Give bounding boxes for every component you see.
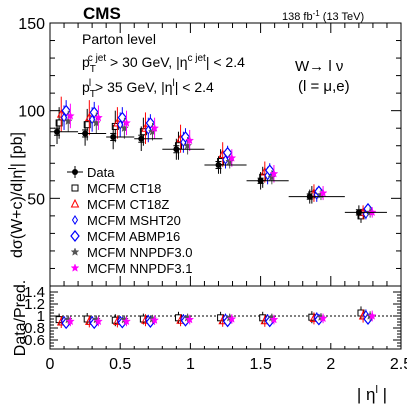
ratio-marker (269, 314, 279, 324)
legend-item: MCFM CT18Z (70, 197, 169, 212)
prediction-marker (91, 118, 101, 127)
process-label: W→ l ν (295, 58, 343, 75)
prediction-marker (150, 123, 160, 133)
prediction-marker (318, 188, 328, 197)
x-tick-label: 2 (326, 356, 335, 373)
data-marker (306, 193, 313, 200)
main-y-tick-label: 50 (27, 191, 45, 208)
data-marker (110, 133, 117, 140)
data-marker (257, 177, 264, 184)
legend-item: MCFM NNPDF3.0 (70, 245, 192, 260)
prediction-marker (269, 169, 279, 178)
legend-marker (70, 263, 80, 272)
x-tick-label: 1.5 (249, 356, 271, 373)
ratio-marker (318, 313, 328, 323)
ratio-marker (227, 314, 237, 323)
legend-label: MCFM NNPDF3.1 (87, 261, 192, 276)
x-tick-label: 2.5 (390, 356, 407, 373)
x-tick-label: 0 (46, 356, 55, 373)
ratio-y-ticks: 0.60.811.21.4 (24, 284, 401, 349)
ratio-y-axis-title: Data/Pred. (12, 280, 29, 356)
data-marker (173, 146, 180, 153)
data-markers (50, 119, 387, 220)
main-y-ticks: 50 100 150 (18, 16, 401, 287)
data-marker (215, 162, 222, 169)
cut-lepton-label: pTl > 35 GeV, |ηl| < 2.4 (82, 78, 214, 100)
main-y-axis-title: dσ(W+c)/d|ηl| [pb] (7, 132, 26, 258)
legend-marker (70, 247, 80, 256)
prediction-marker (122, 118, 131, 127)
prediction-marker (56, 109, 66, 118)
prediction-marker (185, 135, 195, 145)
legend-label: MCFM ABMP16 (87, 229, 180, 244)
ratio-marker (150, 315, 160, 325)
legend-item: MCFM MSHT20 (71, 213, 181, 228)
x-tick-label: 1 (186, 356, 195, 373)
prediction-marker (183, 141, 193, 150)
ratio-marker (65, 316, 75, 326)
legend-marker (70, 230, 80, 242)
main-y-tick-label: 150 (18, 16, 45, 33)
ratio-marker (185, 314, 195, 324)
experiment-label: CMS (83, 4, 121, 23)
x-tick-label: 0.5 (109, 356, 131, 373)
data-marker (355, 209, 362, 216)
ratio-y-tick-label: 0.6 (24, 332, 45, 349)
legend-label: Data (87, 165, 115, 180)
legend-label: MCFM CT18Z (87, 197, 169, 212)
data-marker (54, 128, 61, 135)
prediction-marker (227, 153, 237, 162)
legend-marker (70, 198, 80, 208)
ratio-marker (367, 311, 377, 320)
prediction-marker (93, 112, 103, 122)
prediction-marker (63, 116, 73, 125)
x-axis-title: | ηl | (357, 384, 387, 404)
ratio-y-tick-label: 1 (37, 308, 45, 325)
legend-marker (71, 184, 79, 192)
ratio-y-tick-label: 1.4 (24, 284, 45, 301)
cut-jet-label: pTc jet > 30 GeV, |ηc jet| < 2.4 (82, 53, 245, 75)
legend-item: MCFM ABMP16 (70, 229, 180, 244)
legend-item: MCFM CT18 (71, 181, 161, 196)
legend-item: MCFM NNPDF3.1 (70, 261, 192, 276)
legend-label: MCFM NNPDF3.0 (87, 245, 192, 260)
lumi-label: 138 fb-1 (13 TeV) (282, 9, 364, 23)
prediction-marker (55, 119, 63, 127)
ratio-y-tick-label: 0.8 (24, 320, 45, 337)
prediction-marker (83, 121, 91, 129)
prediction-markers (55, 96, 377, 223)
prediction-marker (65, 111, 75, 120)
ratio-marker (122, 316, 131, 326)
ratio-marker (93, 316, 103, 326)
x-ticks: 0 0.5 1 1.5 2 2.5 (46, 23, 407, 373)
data-marker (82, 130, 89, 137)
legend-label: MCFM MSHT20 (87, 213, 181, 228)
legend-label: MCFM CT18 (87, 181, 161, 196)
legend-item: Data (67, 165, 115, 180)
ratio-markers (55, 306, 377, 330)
legend-data-marker (72, 169, 78, 175)
ratio-y-tick-label: 1.2 (24, 296, 45, 313)
legend-marker (71, 215, 79, 225)
prediction-marker (119, 123, 129, 133)
data-marker (138, 135, 145, 142)
main-y-tick-label: 100 (18, 104, 45, 121)
ratio-plot-frame (49, 285, 402, 350)
lepton-flavour-label: (l = μ,e) (298, 78, 350, 95)
parton-level-label: Parton level (82, 31, 156, 47)
